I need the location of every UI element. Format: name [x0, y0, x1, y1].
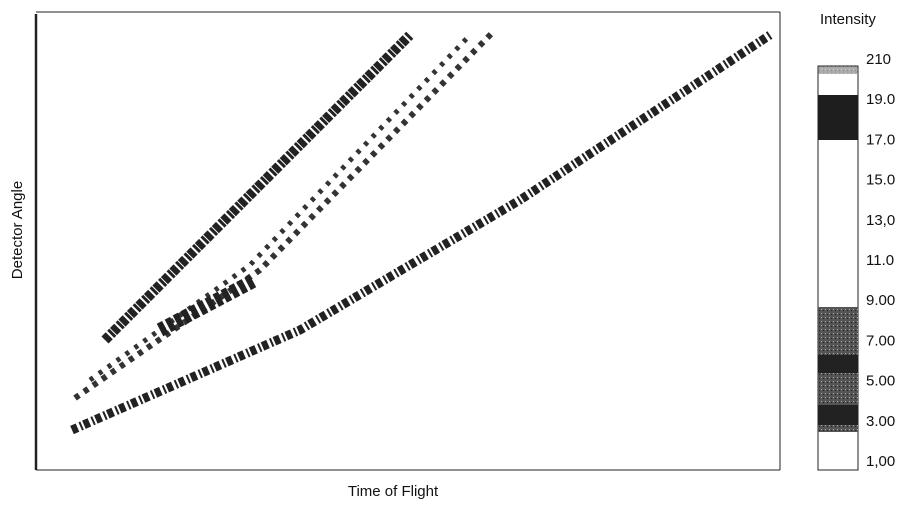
colorbar-label: 9.00	[866, 292, 895, 309]
colorbar-label: 7.00	[866, 332, 895, 349]
x-axis-label: Time of Flight	[348, 483, 439, 500]
colorbar-label: 19.0	[866, 91, 895, 108]
colorbar-label: 17.0	[866, 131, 895, 148]
colorbar-label: 13,0	[866, 212, 895, 229]
plot-frame	[34, 11, 781, 471]
y-axis-label: Detector Angle	[9, 181, 26, 279]
colorbar-label: 3.00	[866, 413, 895, 430]
colorbar	[817, 65, 859, 471]
colorbar-label: 210	[866, 51, 891, 68]
colorbar-label: 5.00	[866, 373, 895, 390]
streaks	[70, 27, 773, 435]
colorbar-label: 11.0	[866, 252, 894, 269]
colorbar-label: 1,00	[866, 453, 895, 470]
colorbar-title: Intensity	[820, 11, 876, 28]
colorbar-label: 15.0	[866, 172, 895, 189]
